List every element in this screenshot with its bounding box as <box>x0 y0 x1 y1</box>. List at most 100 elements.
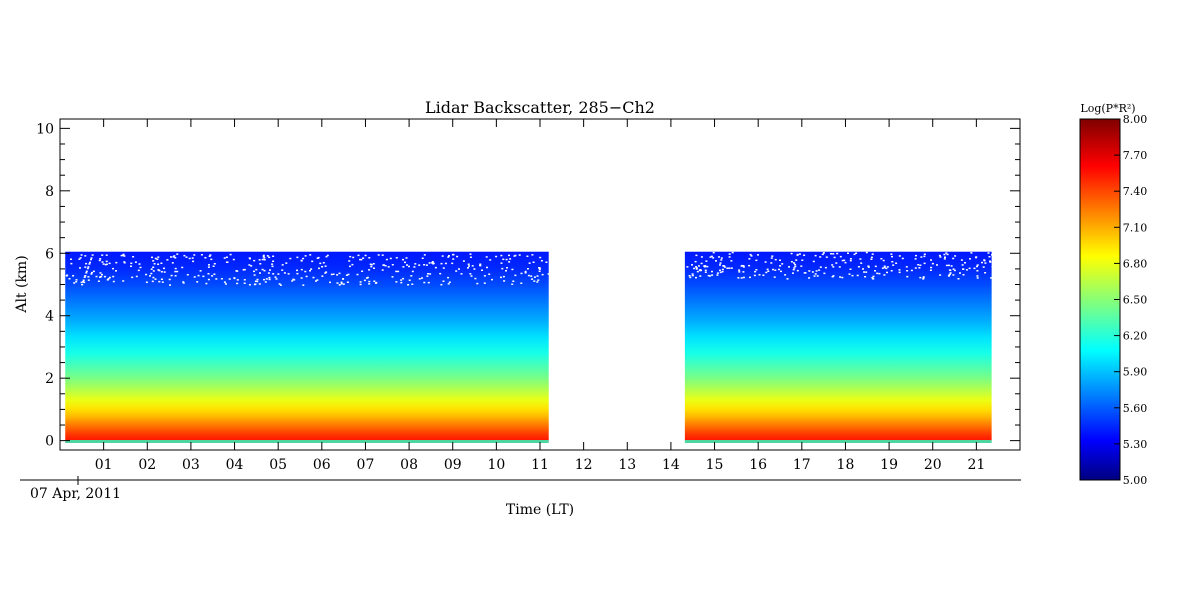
noise-speck <box>864 276 867 278</box>
noise-speck <box>302 257 305 260</box>
noise-speck <box>742 265 745 267</box>
noise-speck <box>749 276 751 279</box>
noise-speck <box>976 264 979 266</box>
noise-speck <box>163 271 166 273</box>
noise-speck <box>505 270 507 272</box>
noise-speck <box>318 267 320 270</box>
noise-speck <box>719 262 722 264</box>
x-tick-label: 11 <box>531 457 549 473</box>
noise-speck <box>540 260 543 262</box>
noise-speck <box>272 273 275 275</box>
noise-speck <box>710 255 713 258</box>
noise-speck <box>250 265 253 267</box>
noise-speck <box>326 254 329 257</box>
noise-speck <box>410 275 413 277</box>
noise-speck <box>97 280 100 282</box>
noise-speck <box>139 266 142 269</box>
noise-speck <box>812 260 815 263</box>
noise-speck <box>263 257 266 259</box>
noise-speck <box>151 256 153 259</box>
noise-speck <box>208 264 210 266</box>
noise-speck <box>930 266 933 269</box>
colorbar-label: Log(P*R²) <box>1080 102 1135 115</box>
noise-speck <box>248 264 251 266</box>
noise-speck <box>990 277 993 279</box>
noise-speck <box>423 281 426 284</box>
noise-speck <box>426 275 429 277</box>
noise-speck <box>961 264 964 266</box>
noise-speck <box>901 257 904 260</box>
noise-speck <box>883 274 886 276</box>
noise-speck <box>948 274 951 277</box>
noise-speck <box>268 276 271 279</box>
noise-speck <box>173 255 176 257</box>
noise-speck <box>156 258 159 260</box>
noise-speck <box>432 263 435 265</box>
noise-speck <box>545 261 548 263</box>
noise-speck <box>256 280 259 283</box>
noise-speck <box>455 270 458 272</box>
noise-speck <box>317 256 320 259</box>
noise-speck <box>103 275 106 278</box>
noise-speck <box>152 266 155 268</box>
noise-speck <box>511 283 514 285</box>
noise-speck <box>929 269 932 271</box>
noise-speck <box>105 254 108 256</box>
noise-speck <box>473 268 476 270</box>
noise-speck <box>451 262 454 265</box>
noise-speck <box>707 274 710 277</box>
noise-speck <box>695 254 698 257</box>
noise-speck <box>130 265 132 267</box>
noise-speck <box>792 268 795 271</box>
noise-speck <box>395 270 398 273</box>
noise-speck <box>538 267 540 269</box>
noise-speck <box>137 269 140 272</box>
noise-speck <box>169 284 171 286</box>
noise-speck <box>859 258 862 260</box>
noise-speck <box>414 263 417 265</box>
noise-speck <box>342 283 345 285</box>
noise-speck <box>794 263 797 266</box>
noise-speck <box>536 275 539 277</box>
noise-speck <box>145 281 148 283</box>
noise-speck <box>489 259 492 261</box>
noise-speck <box>511 268 514 271</box>
noise-speck <box>973 267 976 270</box>
noise-speck <box>792 272 794 274</box>
noise-speck <box>87 279 90 281</box>
noise-speck <box>814 273 817 275</box>
noise-speck <box>988 256 991 258</box>
noise-speck <box>151 280 154 283</box>
noise-speck <box>832 253 835 255</box>
noise-speck <box>695 267 698 269</box>
noise-speck <box>418 264 421 266</box>
segment-fill <box>65 251 549 441</box>
noise-speck <box>989 261 992 263</box>
x-tick-label: 16 <box>749 457 767 473</box>
noise-speck <box>262 254 265 257</box>
noise-speck <box>253 274 256 276</box>
noise-speck <box>952 257 955 260</box>
noise-speck <box>788 266 790 268</box>
noise-speck <box>460 273 463 275</box>
noise-speck <box>283 272 286 274</box>
noise-speck <box>213 263 216 265</box>
noise-speck <box>130 262 133 264</box>
noise-speck <box>402 266 405 268</box>
noise-speck <box>844 261 847 264</box>
noise-speck <box>215 278 218 280</box>
noise-speck <box>232 258 235 261</box>
noise-speck <box>225 261 228 263</box>
noise-speck <box>538 268 541 270</box>
noise-speck <box>200 254 203 256</box>
noise-speck <box>886 266 889 268</box>
noise-speck <box>712 251 715 254</box>
noise-speck <box>225 256 228 258</box>
noise-speck <box>512 280 515 282</box>
noise-speck <box>959 272 961 274</box>
noise-speck <box>80 281 83 284</box>
noise-speck <box>434 266 437 269</box>
noise-speck <box>363 279 366 282</box>
noise-speck <box>914 258 917 260</box>
noise-speck <box>304 270 307 273</box>
